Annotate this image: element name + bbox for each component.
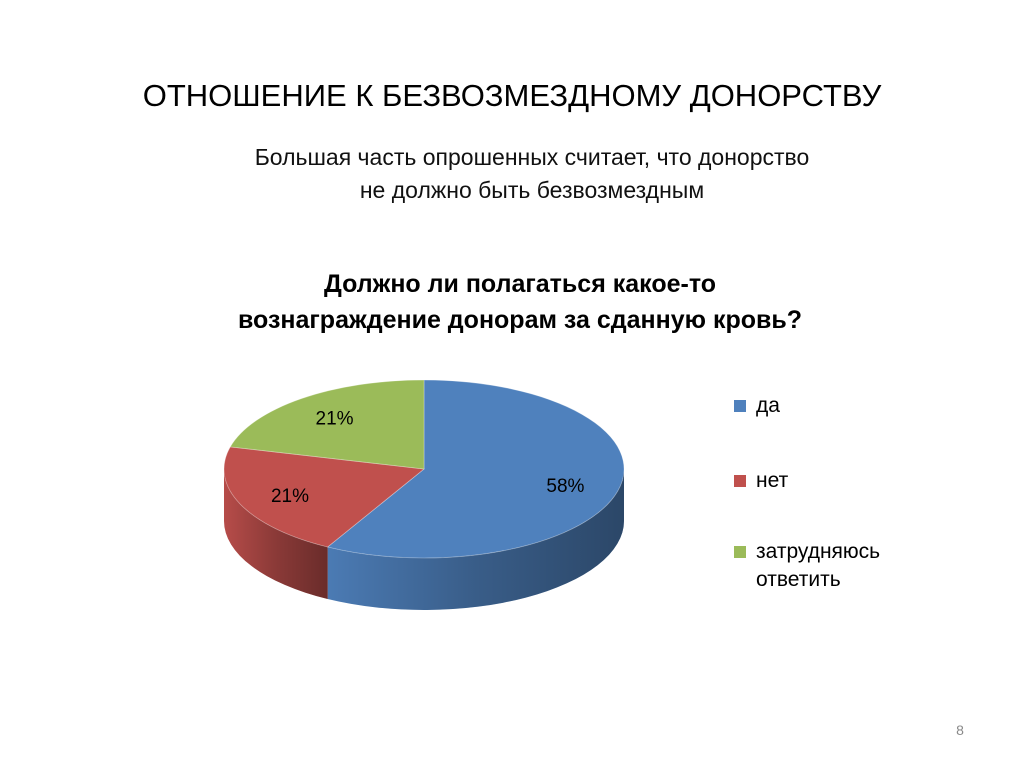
legend-label-line: ответить bbox=[756, 568, 841, 591]
pie-slice-1 bbox=[223, 446, 425, 548]
subtitle-line: Большая часть опрошенных считает, что до… bbox=[254, 144, 810, 170]
slide-subtitle: Большая часть опрошенных считает, что до… bbox=[212, 141, 852, 207]
legend-label-line: нет bbox=[756, 469, 789, 492]
pie-sides bbox=[224, 469, 624, 610]
pie-tops bbox=[223, 379, 625, 559]
legend-swatch-no bbox=[734, 475, 746, 487]
chart-title-line: Должно ли полагаться какое-то bbox=[323, 270, 717, 298]
pie-labels: 58% 21% 21% bbox=[271, 409, 585, 507]
legend-swatch-yes bbox=[734, 400, 746, 412]
chart-title-line: вознаграждение донорам за сданную кровь? bbox=[237, 306, 803, 334]
subtitle-line: не должно быть безвозмездным bbox=[359, 177, 705, 203]
legend-label-line: да bbox=[756, 394, 780, 417]
pie-value-label-2: 21% bbox=[316, 409, 354, 430]
legend-label-unsure: затрудняюсь ответить bbox=[756, 538, 976, 594]
pie-value-label-0: 58% bbox=[546, 476, 584, 497]
slide-title: ОТНОШЕНИЕ К БЕЗВОЗМЕЗДНОМУ ДОНОРСТВУ bbox=[142, 78, 882, 113]
chart-title: Должно ли полагаться какое-то вознагражд… bbox=[150, 266, 890, 338]
pie-side-shade-0 bbox=[327, 469, 624, 610]
pie-value-label-1: 21% bbox=[271, 486, 309, 507]
page-number: 8 bbox=[956, 722, 964, 738]
pie-slice-2 bbox=[229, 379, 425, 470]
pie-slice-0 bbox=[326, 379, 625, 559]
legend-label-yes: да bbox=[756, 392, 976, 420]
legend-label-no: нет bbox=[756, 467, 976, 495]
legend-swatch-unsure bbox=[734, 546, 746, 558]
legend-label-line: затрудняюсь bbox=[756, 540, 881, 563]
pie-side-shade-1 bbox=[224, 469, 328, 599]
